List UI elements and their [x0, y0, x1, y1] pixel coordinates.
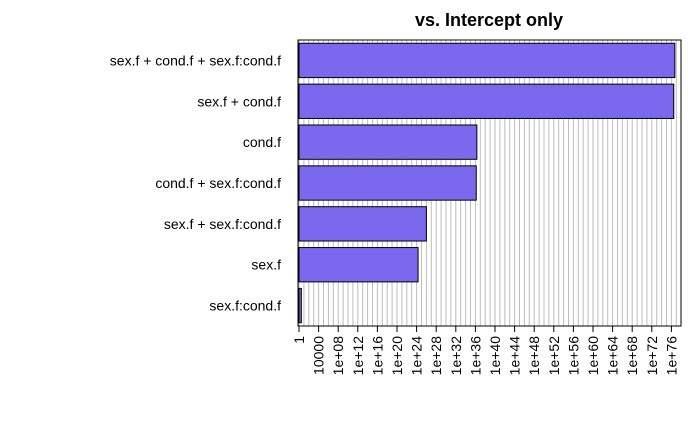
x-tick-label: 1e+12 — [350, 336, 366, 376]
category-labels: sex.f + cond.f + sex.f:cond.f sex.f + con… — [110, 52, 281, 313]
x-tick-label: 1e+20 — [389, 336, 405, 376]
x-tick-label: 10000 — [311, 336, 327, 375]
category-label: cond.f — [243, 134, 281, 150]
bar — [298, 124, 478, 160]
category-label: sex.f + cond.f — [197, 93, 281, 109]
x-tick-label: 1e+64 — [605, 336, 621, 376]
bar — [298, 247, 419, 283]
x-tick-label: 1 — [291, 336, 307, 344]
bar — [298, 165, 477, 201]
category-label: sex.f — [251, 257, 281, 273]
x-tick-label: 1e+40 — [487, 336, 503, 376]
x-tick-label: 1e+08 — [330, 336, 346, 376]
x-axis: 1 10000 1e+08 1e+12 1e+16 1e+20 1e+24 1e+28 1e+3… — [291, 326, 679, 375]
bar — [298, 287, 302, 324]
plot-border — [297, 39, 682, 327]
x-tick-label: 1e+48 — [526, 336, 542, 376]
x-tick-label: 1e+24 — [409, 336, 425, 376]
category-label: sex.f:cond.f — [209, 298, 281, 314]
bar — [298, 83, 675, 119]
x-tick-label: 1e+28 — [428, 336, 444, 376]
x-tick-label: 1e+52 — [546, 336, 562, 376]
chart-title: vs. Intercept only — [415, 10, 563, 30]
x-tick-label: 1e+16 — [369, 336, 385, 376]
bar — [298, 42, 676, 79]
bars — [298, 42, 676, 324]
bar — [298, 206, 427, 242]
category-label: sex.f + sex.f:cond.f — [164, 216, 281, 232]
x-tick-label: 1e+68 — [624, 336, 640, 376]
category-label: cond.f + sex.f:cond.f — [155, 175, 281, 191]
x-tick-label: 1e+32 — [448, 336, 464, 376]
x-tick-label: 1e+72 — [644, 336, 660, 376]
x-tick-label: 1e+36 — [467, 336, 483, 376]
x-tick-label: 1e+44 — [507, 336, 523, 376]
category-label: sex.f + cond.f + sex.f:cond.f — [110, 52, 281, 68]
x-tick-label: 1e+60 — [585, 336, 601, 376]
x-tick-label: 1e+56 — [565, 336, 581, 376]
x-tick-label: 1e+76 — [663, 336, 679, 376]
